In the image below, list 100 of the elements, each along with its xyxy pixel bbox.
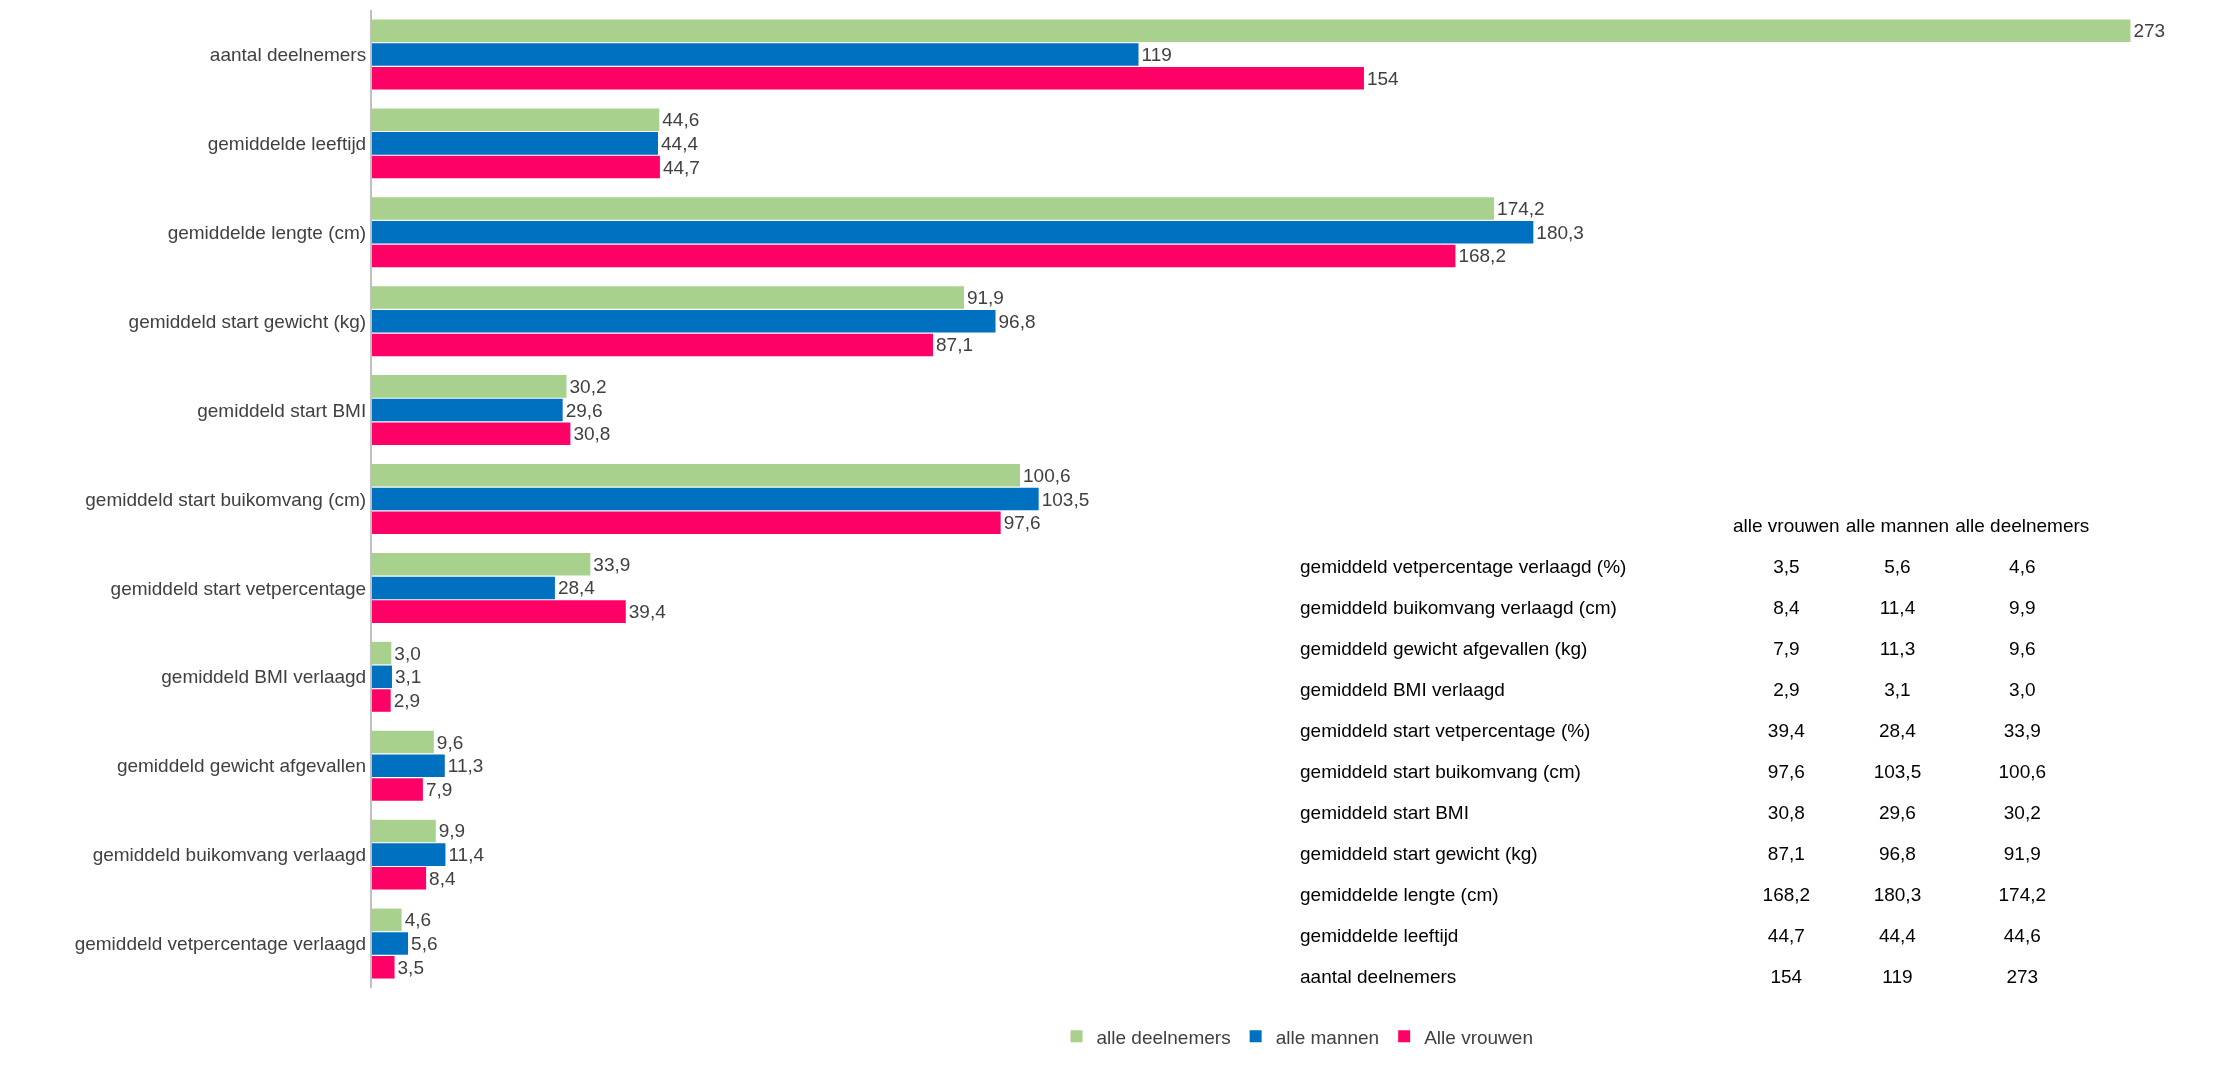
y-tick-label: gemiddelde leeftijd [207, 133, 367, 155]
text: 97,6 [1767, 760, 1805, 782]
text: 9,6 [2009, 637, 2036, 659]
legend-label: alle deelnemers [1096, 1026, 1231, 1048]
text: 273 [2006, 965, 2039, 987]
y-tick-label: gemiddeld start buikomvang (cm) [85, 488, 367, 510]
category-label: gemiddeld buikomvang verlaagd (cm) [1300, 596, 1617, 618]
bar [372, 464, 1020, 487]
bar [372, 955, 395, 979]
data-label: 180,3 [1536, 221, 1584, 243]
category-label: gemiddeld start BMI [1300, 801, 1469, 823]
text: 44,4 [1878, 924, 1916, 946]
text: 3,5 [1773, 555, 1800, 577]
bar [372, 398, 563, 422]
bar [372, 309, 996, 333]
data-label: 7,9 [425, 778, 453, 800]
bar [372, 552, 591, 576]
bar [372, 43, 1139, 66]
data-label: 87,1 [936, 334, 974, 356]
bar [372, 333, 934, 357]
text: 44,6 [2003, 924, 2041, 946]
bar [372, 511, 1001, 534]
text: 44,7 [1767, 924, 1805, 946]
bar [372, 197, 1495, 220]
data-label: 5,6 [411, 933, 438, 955]
data-label: 8,4 [429, 867, 456, 889]
legend-label: alle mannen [1275, 1026, 1380, 1048]
text: 87,1 [1767, 842, 1805, 864]
data-label: 28,4 [557, 577, 596, 599]
text: 8,4 [1773, 596, 1800, 618]
bar [372, 244, 1456, 268]
text: 29,6 [1878, 801, 1916, 823]
text: 7,9 [1773, 637, 1800, 659]
bar [372, 778, 423, 801]
data-label: 44,7 [662, 156, 700, 178]
text: 9,9 [2009, 596, 2036, 618]
bar [372, 908, 402, 932]
bar [372, 19, 2131, 43]
data-label: 39,4 [628, 601, 667, 623]
data-label: 4,6 [404, 909, 432, 931]
y-tick-label: gemiddeld gewicht afgevallen [116, 755, 367, 777]
text: 3,0 [2009, 678, 2036, 700]
text: 28,4 [1878, 719, 1916, 741]
y-tick-label: gemiddeld BMI verlaagd [161, 666, 367, 688]
text: 174,2 [1998, 883, 2047, 905]
data-label: 119 [1141, 43, 1172, 65]
data-label: 2,9 [393, 690, 421, 712]
data-label: 30,2 [569, 375, 607, 397]
bar [372, 132, 658, 155]
y-tick-label: gemiddeld buikomvang verlaagd [92, 844, 367, 866]
category-label: gemiddelde lengte (cm) [1300, 883, 1499, 905]
text: 91,9 [2003, 842, 2041, 864]
data-label: 3,5 [397, 956, 424, 978]
data-label: 44,6 [662, 109, 700, 131]
text: 30,2 [2003, 801, 2041, 823]
bar [372, 576, 555, 600]
y-tick-label: aantal deelnemers [209, 44, 367, 66]
text: 11,3 [1879, 637, 1916, 659]
category-label: gemiddeld start buikomvang (cm) [1300, 760, 1581, 782]
text: 100,6 [1998, 760, 2047, 782]
bar [372, 221, 1534, 244]
data-label: 11,4 [448, 844, 485, 866]
y-tick-label: gemiddelde lengte (cm) [167, 221, 367, 243]
text: 119 [1882, 965, 1913, 987]
bar [372, 689, 391, 712]
text: 4,6 [2009, 555, 2036, 577]
text: 103,5 [1873, 760, 1922, 782]
y-tick-label: gemiddeld start vetpercentage [110, 577, 367, 599]
y-tick-label: gemiddeld start BMI [197, 399, 367, 421]
data-label: 96,8 [998, 310, 1036, 332]
data-label: 3,1 [394, 666, 422, 688]
bar [372, 155, 660, 179]
bar [372, 867, 427, 890]
bar [372, 375, 567, 398]
category-label: gemiddeld vetpercentage verlaagd (%) [1300, 555, 1627, 577]
text: 154 [1770, 965, 1803, 987]
y-tick-label: gemiddeld start gewicht (kg) [128, 310, 367, 332]
data-label: 44,4 [660, 132, 699, 154]
category-label: alle deelnemers [1954, 513, 2091, 538]
data-label: 11,3 [447, 755, 484, 777]
text: 180,3 [1873, 883, 1922, 905]
data-label: 168,2 [1458, 245, 1506, 267]
data-label: 9,9 [438, 820, 466, 842]
data-label: 3,0 [394, 642, 421, 664]
data-label: 273 [2133, 20, 2166, 42]
category-label: alle vrouwen [1732, 513, 1841, 538]
category-label: alle mannen [1844, 513, 1951, 538]
bar [372, 665, 392, 689]
category-label: gemiddeld BMI verlaagd [1300, 678, 1505, 700]
text: 11,4 [1879, 596, 1916, 618]
data-label: 103,5 [1041, 488, 1090, 510]
data-label: 174,2 [1497, 198, 1545, 220]
text: 39,4 [1767, 719, 1805, 741]
text: 2,9 [1773, 678, 1800, 700]
bar [372, 286, 964, 309]
text: 5,6 [1884, 555, 1911, 577]
bar [372, 487, 1039, 511]
category-label: gemiddelde leeftijd [1300, 924, 1459, 946]
bar [372, 422, 571, 446]
category-label: gemiddeld start vetpercentage (%) [1300, 719, 1591, 741]
